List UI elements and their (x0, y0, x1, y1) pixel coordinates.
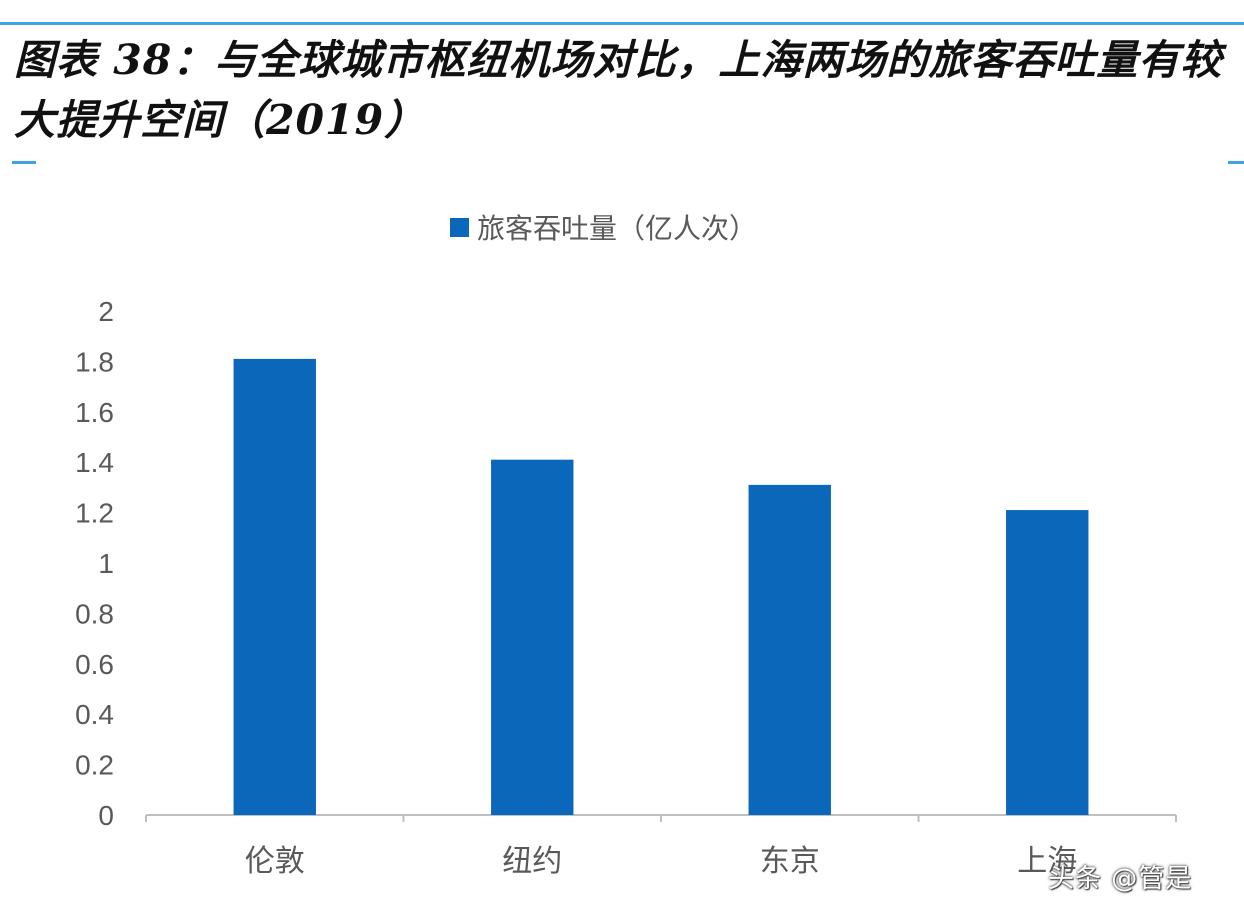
y-tick-label: 0.2 (75, 750, 114, 781)
y-tick-label: 0.6 (75, 649, 114, 680)
x-category-label: 纽约 (502, 844, 562, 879)
y-tick-label: 0 (98, 800, 114, 831)
bar-1 (233, 358, 316, 815)
top-rule (0, 22, 1244, 25)
y-tick-label: 1.4 (75, 447, 114, 478)
x-category-label: 东京 (760, 844, 820, 879)
y-tick-label: 2 (98, 296, 114, 327)
figure-title: 图表 38：与全球城市枢纽机场对比，上海两场的旅客吞吐量有较大提升空间（2019… (14, 36, 1223, 144)
y-tick-label: 1.8 (75, 346, 114, 377)
bar-3 (748, 484, 831, 815)
bar-4 (1006, 510, 1089, 815)
title-rule-left (12, 161, 36, 164)
x-category-label: 伦敦 (245, 844, 305, 879)
legend-swatch (450, 218, 469, 237)
y-tick-label: 0.8 (75, 598, 114, 629)
title-rule-right (1228, 161, 1244, 164)
y-tick-label: 1 (98, 548, 114, 579)
x-category-label: 上海 (1017, 844, 1077, 879)
y-tick-label: 1.6 (75, 397, 114, 428)
y-tick-label: 0.4 (75, 699, 114, 730)
bar-2 (491, 459, 574, 815)
legend-label: 旅客吞吐量（亿人次） (477, 212, 757, 245)
chart-panel: 旅客吞吐量（亿人次） 0 0.2 0.4 0.6 0.8 1 1.2 1.4 1.6 1.8 2 伦敦 纽… (36, 168, 1228, 918)
bar-chart: 旅客吞吐量（亿人次） 0 0.2 0.4 0.6 0.8 1 1.2 1.4 1.6 1.8 2 伦敦 纽… (75, 212, 1177, 879)
watermark: 头条 @管是 (1048, 864, 1193, 894)
y-tick-label: 1.2 (75, 498, 114, 529)
